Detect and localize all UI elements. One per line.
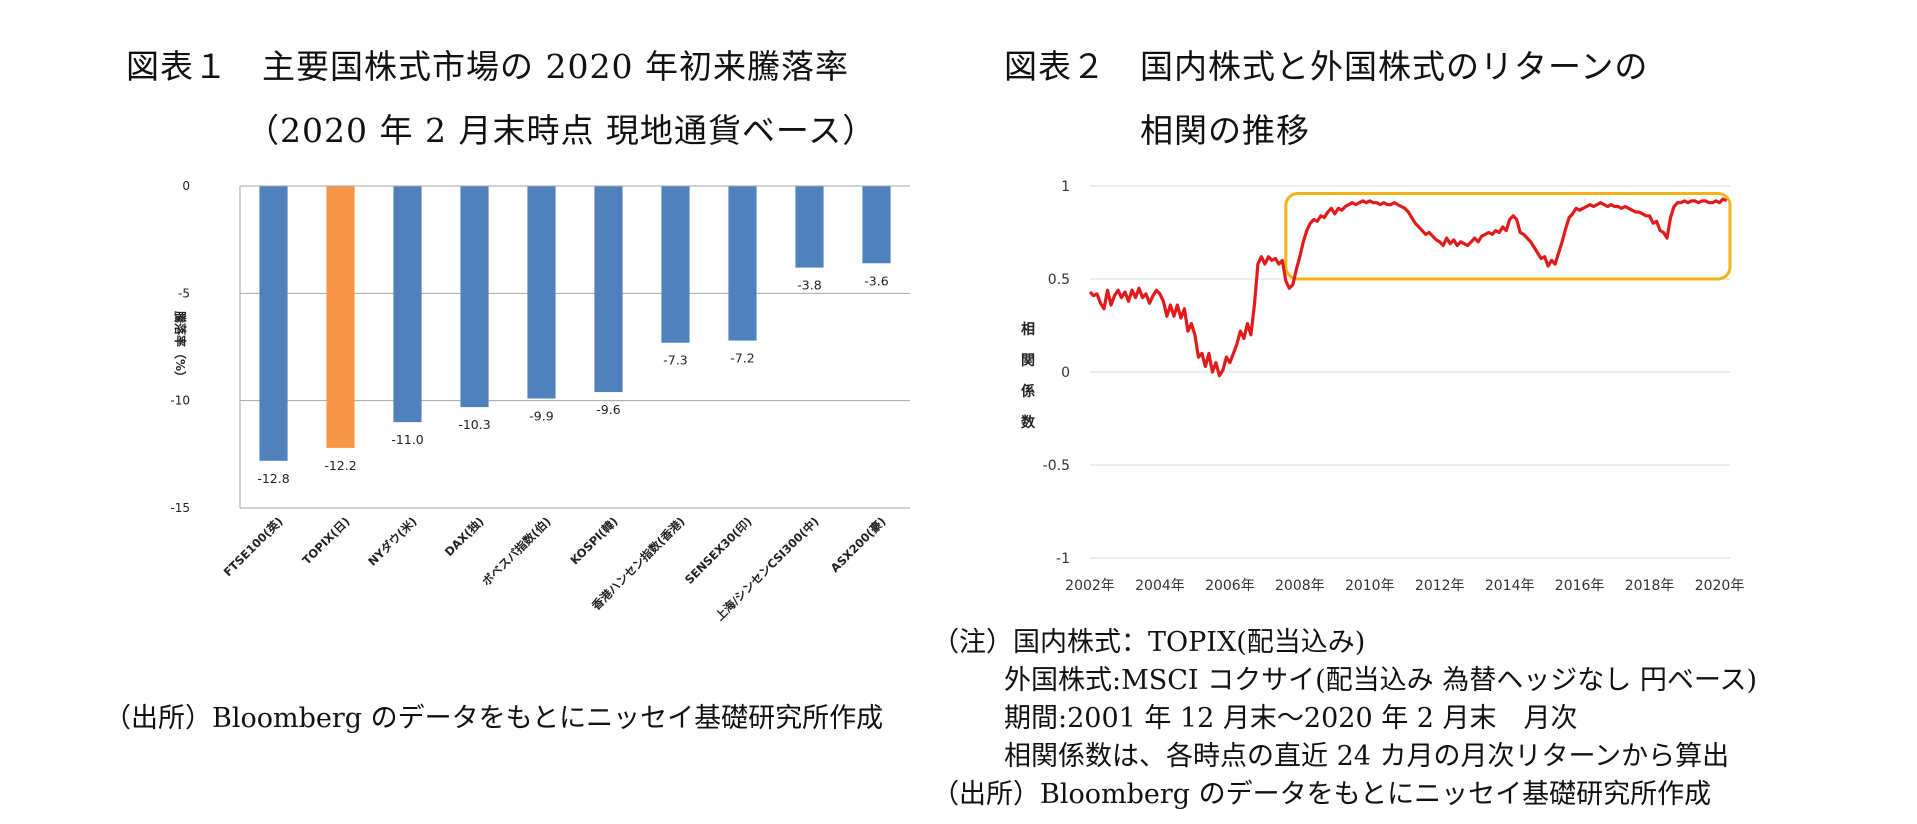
bar-7 [728,186,757,341]
line-y-tick-label: 0.5 [1048,272,1070,288]
bar-category-label: KOSPI(韓) [567,514,620,567]
left-chart-title-line2: （2020 年 2 月末時点 現地通貨ベース） [246,111,877,150]
bar-category-label: ASX200(豪) [828,514,889,575]
line-y-axis-label-char: 係 [1021,383,1035,400]
bar-y-tick-label: -10 [170,394,190,408]
bar-category-label: DAX(独) [442,514,487,559]
bar-2 [393,186,422,423]
bar-6 [661,186,690,343]
line-x-tick-label: 2012年 [1415,578,1465,594]
bar-category-label: TOPIX(日) [299,514,352,567]
note-foreign-stock: 外国株式:MSCI コクサイ(配当込み 為替ヘッジなし 円ベース) [1004,665,1758,696]
bar-value-label: -9.9 [529,409,553,424]
bar-chart: 0 -5 -10 -15 騰落率（%） -12.8 FTSE100(英) -12.2 TOPIX… [170,179,910,623]
bar-category-label: ボベスパ指数(伯) [479,514,553,588]
bar-y-tick-label: -5 [178,286,190,300]
line-y-axis-label-char: 関 [1021,353,1035,369]
line-y-tick-label: -1 [1056,551,1070,567]
bar-y-tick-label: 0 [182,179,190,193]
line-y-tick-label: 0 [1061,365,1070,381]
line-y-axis-label-char: 数 [1021,414,1036,431]
correlation-line [1088,197,1728,378]
line-x-tick-label: 2002年 [1065,578,1115,594]
line-y-axis-label-char: 相 [1021,321,1035,338]
note-correlation: 相関係数は、各時点の直近 24 カ月の月次リターンから算出 [1004,741,1730,772]
left-source-note: （出所）Bloomberg のデータをもとにニッセイ基礎研究所作成 [104,703,884,734]
line-x-tick-label: 2010年 [1345,578,1395,594]
line-chart: 1 0.5 0 -0.5 -1 2002年 2004年 2006年 2008年 2010年 2012… [1021,179,1745,594]
bar-4 [527,186,556,399]
bar-5 [594,186,623,393]
bar-value-label: -9.6 [596,402,620,417]
line-y-tick-label: 1 [1061,179,1070,195]
bar-category-label: NYダウ(米) [365,514,419,568]
bar-y-axis-label: 騰落率（%） [173,311,188,383]
right-source-note: （出所）Bloomberg のデータをもとにニッセイ基礎研究所作成 [932,779,1712,810]
bar-value-label: -11.0 [391,432,423,447]
line-x-tick-label: 2020年 [1695,578,1745,594]
left-chart-title-line1: 図表１ 主要国株式市場の 2020 年初来騰落率 [126,47,849,86]
line-x-tick-label: 2016年 [1555,578,1605,594]
note-period: 期間:2001 年 12 月末～2020 年 2 月末 月次 [1004,703,1578,734]
note-domestic-stock: （注）国内株式：TOPIX(配当込み) [932,627,1366,658]
right-chart-title-line2: 相関の推移 [1140,111,1310,150]
bar-value-label: -7.2 [730,351,754,366]
bar-0 [259,186,288,461]
bar-category-label: SENSEX30(印) [682,514,755,587]
bar-value-label: -3.8 [797,278,821,293]
right-chart-title-line1: 図表２ 国内株式と外国株式のリターンの [1004,47,1649,86]
line-x-tick-label: 2014年 [1485,578,1535,594]
line-x-tick-label: 2004年 [1135,578,1185,594]
bar-category-label: FTSE100(英) [221,514,286,579]
bar-8 [795,186,824,268]
bar-1 [326,186,355,448]
bar-y-tick-label: -15 [170,501,190,515]
line-y-tick-label: -0.5 [1043,458,1070,474]
line-x-tick-label: 2018年 [1625,578,1675,594]
bar-value-label: -10.3 [458,417,490,432]
bar-value-label: -12.2 [324,458,356,473]
highlight-box [1284,191,1732,281]
bar-value-label: -3.6 [864,273,888,288]
bar-value-label: -12.8 [257,471,289,486]
line-x-tick-label: 2006年 [1205,578,1255,594]
bar-9 [862,186,891,264]
bar-value-label: -7.3 [663,353,687,368]
bar-3 [460,186,489,408]
line-x-tick-label: 2008年 [1275,578,1325,594]
